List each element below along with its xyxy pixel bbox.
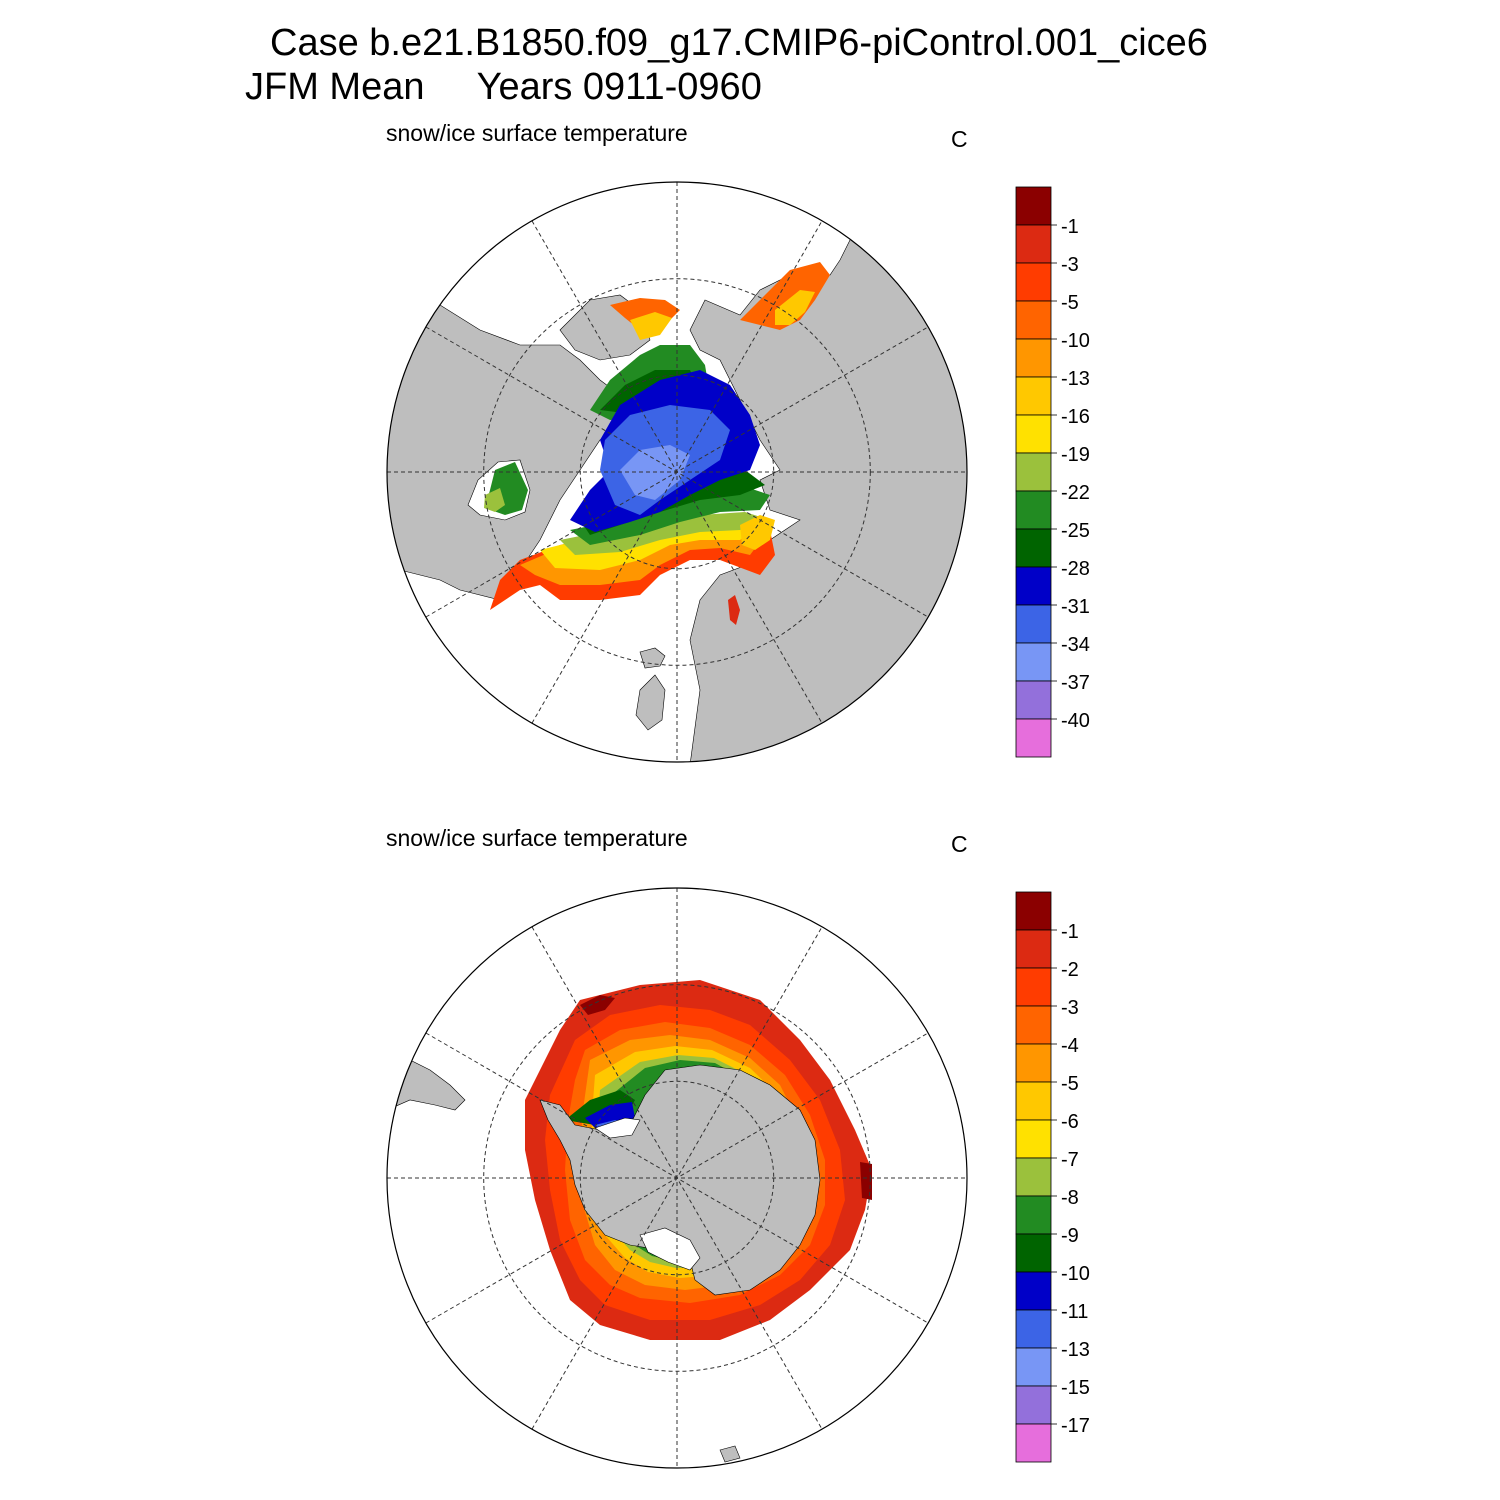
north-ice-green — [570, 485, 770, 545]
north-colorbar-label-6: -19 — [1061, 444, 1090, 466]
south-polar-map — [386, 887, 968, 1469]
south-colorbar-label-6: -7 — [1061, 1149, 1079, 1171]
figure-title-line1: Case b.e21.B1850.f09_g17.CMIP6-piControl… — [270, 22, 1208, 64]
south-colorbar-box-2 — [1015, 967, 1052, 1007]
north-ice-okhotsk-inner — [775, 290, 815, 325]
south-panel-label: snow/ice surface temperature — [386, 825, 688, 851]
south-colorbar-box-4 — [1015, 1043, 1052, 1083]
north-panel-label: snow/ice surface temperature — [386, 120, 688, 146]
south-colorbar-box-9 — [1015, 1233, 1052, 1273]
north-colorbar-label-9: -28 — [1061, 558, 1090, 580]
north-map-border — [386, 181, 968, 763]
north-colorbar-box-6 — [1015, 414, 1052, 454]
south-colorbar-label-3: -4 — [1061, 1035, 1079, 1057]
south-colorbar-label-11: -13 — [1061, 1339, 1090, 1361]
south-colorbar-box-1 — [1015, 929, 1052, 969]
north-colorbar-box-8 — [1015, 490, 1052, 530]
south-colorbar-box-3 — [1015, 1005, 1052, 1045]
south-colorbar-label-8: -9 — [1061, 1225, 1079, 1247]
north-colorbar-label-2: -5 — [1061, 292, 1079, 314]
north-colorbar-label-7: -22 — [1061, 482, 1090, 504]
south-panel-unit: C — [951, 831, 968, 857]
north-colorbar-label-11: -34 — [1061, 634, 1090, 656]
south-colorbar-label-2: -3 — [1061, 997, 1079, 1019]
north-colorbar: -1 -3 -5 -10 -13 -16 -19 -22 -25 -28 -31 -34 -37 -40 — [1015, 186, 1090, 758]
north-land-uk — [635, 674, 666, 731]
south-colorbar-box-7 — [1015, 1157, 1052, 1197]
south-colorbar-label-12: -15 — [1061, 1377, 1090, 1399]
north-colorbar-label-10: -31 — [1061, 596, 1090, 618]
north-ice-okhotsk — [740, 262, 830, 330]
north-colorbar-box-10 — [1015, 566, 1052, 606]
south-colorbar-box-8 — [1015, 1195, 1052, 1235]
south-colorbar-label-10: -11 — [1061, 1301, 1088, 1323]
north-land-north-america — [387, 299, 631, 601]
north-land-iceland — [639, 647, 666, 669]
south-colorbar-label-0: -1 — [1061, 921, 1079, 943]
north-polar-map — [386, 181, 968, 763]
north-colorbar-box-2 — [1015, 262, 1052, 302]
south-ice-darkred — [580, 995, 615, 1015]
north-colorbar-label-5: -16 — [1061, 406, 1090, 428]
north-colorbar-label-4: -13 — [1061, 368, 1090, 390]
north-colorbar-label-8: -25 — [1061, 520, 1090, 542]
figure-title-line2: JFM Mean Years 0911-0960 — [245, 66, 762, 108]
south-land-ross-shelf — [639, 1227, 701, 1271]
north-colorbar-label-13: -40 — [1061, 710, 1090, 732]
north-colorbar-label-1: -3 — [1061, 254, 1079, 276]
north-colorbar-box-14 — [1015, 718, 1052, 758]
north-colorbar-box-12 — [1015, 642, 1052, 682]
north-colorbar-box-11 — [1015, 604, 1052, 644]
north-ice-baltic — [728, 595, 740, 625]
north-colorbar-box-13 — [1015, 680, 1052, 720]
north-ice-yellow — [540, 520, 760, 570]
south-colorbar-label-13: -17 — [1061, 1415, 1090, 1437]
south-colorbar-box-14 — [1015, 1423, 1052, 1463]
north-ice-lightgreen — [560, 512, 770, 555]
north-colorbar-box-9 — [1015, 528, 1052, 568]
south-colorbar-label-5: -6 — [1061, 1111, 1079, 1133]
south-colorbar-label-9: -10 — [1061, 1263, 1090, 1285]
south-colorbar-box-10 — [1015, 1271, 1052, 1311]
south-land-island — [719, 1445, 741, 1463]
north-land-eurasia — [689, 229, 967, 762]
south-colorbar-box-13 — [1015, 1385, 1052, 1425]
north-ice-hudson-lightgreen — [484, 488, 505, 512]
south-land-weddell-shelf — [594, 1117, 641, 1139]
south-land-antarctica — [539, 1064, 821, 1296]
north-colorbar-label-0: -1 — [1061, 216, 1079, 238]
north-colorbar-box-4 — [1015, 338, 1052, 378]
north-graticule — [387, 182, 967, 762]
south-map-border — [386, 887, 968, 1469]
north-colorbar-box-0 — [1015, 186, 1052, 226]
south-colorbar-box-11 — [1015, 1309, 1052, 1349]
south-colorbar-box-0 — [1015, 891, 1052, 931]
north-colorbar-box-3 — [1015, 300, 1052, 340]
south-colorbar: -1 -2 -3 -4 -5 -6 -7 -8 -9 -10 -11 -13 -15 -17 — [1015, 891, 1090, 1463]
north-colorbar-box-7 — [1015, 452, 1052, 492]
south-colorbar-box-12 — [1015, 1347, 1052, 1387]
south-ice-darkred-east — [860, 1162, 872, 1200]
south-colorbar-box-5 — [1015, 1081, 1052, 1121]
north-colorbar-box-5 — [1015, 376, 1052, 416]
south-colorbar-label-4: -5 — [1061, 1073, 1079, 1095]
north-colorbar-label-3: -10 — [1061, 330, 1090, 352]
south-colorbar-box-6 — [1015, 1119, 1052, 1159]
north-colorbar-box-1 — [1015, 224, 1052, 264]
south-colorbar-label-1: -2 — [1061, 959, 1079, 981]
south-ice-field — [525, 980, 872, 1340]
south-colorbar-label-7: -8 — [1061, 1187, 1079, 1209]
north-panel-unit: C — [951, 126, 968, 152]
south-graticule — [387, 888, 967, 1468]
north-ice-bering-inner — [630, 312, 672, 340]
north-colorbar-label-12: -37 — [1061, 672, 1090, 694]
